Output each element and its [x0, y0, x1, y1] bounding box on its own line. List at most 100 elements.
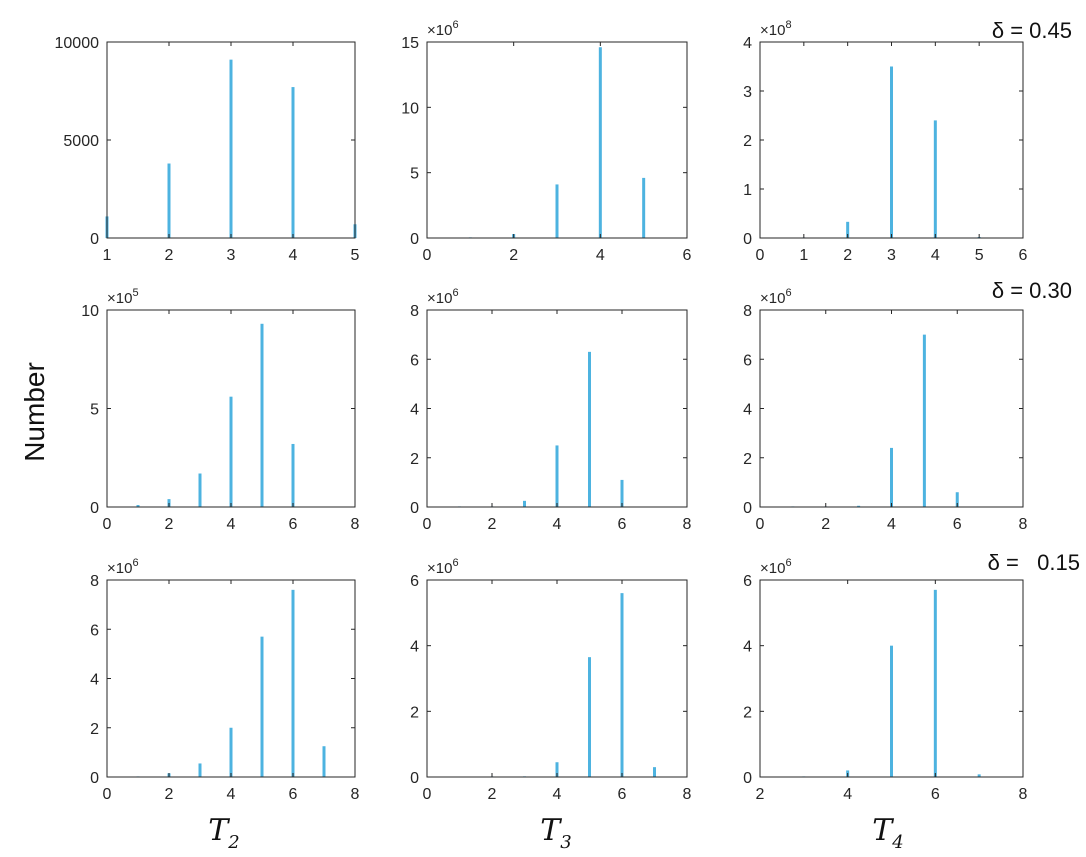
y-tick-label-p23-3: 6 — [743, 352, 752, 369]
x-tick-label-p33-2: 6 — [931, 786, 940, 803]
bar-p23-x4 — [890, 447, 893, 507]
x-axis-label-col3-main: T — [872, 813, 894, 848]
multiplier-base-p22: ×10 — [427, 290, 452, 307]
multiplier-exp-p21: 5 — [132, 287, 138, 299]
multiplier-p23: ×106 — [760, 287, 792, 307]
y-tick-label-p12-3: 15 — [401, 35, 419, 52]
multiplier-p21: ×105 — [107, 287, 139, 307]
bar-p11-x3 — [229, 59, 233, 238]
y-tick-label-p31-1: 2 — [90, 721, 99, 738]
x-tick-label-p23-1: 2 — [821, 516, 830, 533]
y-tick-label-p22-0: 0 — [410, 500, 419, 517]
multiplier-base-p13: ×10 — [760, 22, 785, 39]
multiplier-exp-p32: 6 — [452, 557, 458, 569]
bar-p23-x3 — [857, 505, 861, 507]
x-tick-label-p11-0: 1 — [103, 247, 112, 264]
x-tick-label-p33-3: 8 — [1019, 786, 1028, 803]
bar-p31-x7 — [322, 746, 326, 777]
bar-p12-x4 — [598, 47, 602, 239]
x-tick-label-p12-1: 2 — [509, 247, 518, 264]
multiplier-base-p23: ×10 — [760, 290, 785, 307]
panel-p11: 1 2 3 4 5 0 5000 10000 — [55, 35, 360, 264]
x-tick-label-p12-0: 0 — [423, 247, 432, 264]
x-tick-label-p33-1: 4 — [843, 786, 852, 803]
multiplier-exp-p13: 8 — [785, 19, 791, 31]
bar-p21-x1 — [136, 505, 140, 507]
bar-p22-x4 — [555, 445, 559, 507]
multiplier-p13: ×108 — [760, 19, 792, 39]
axes-frame-p12 — [426, 41, 688, 239]
x-axis-label-col1-sub: 2 — [227, 832, 239, 853]
x-tick-label-p21-1: 2 — [165, 516, 174, 533]
multiplier-exp-p31: 6 — [132, 557, 138, 569]
y-tick-label-p31-0: 0 — [90, 770, 99, 787]
y-tick-label-p21-0: 0 — [90, 500, 99, 517]
y-tick-label-p13-3: 3 — [743, 84, 752, 101]
y-tick-label-p22-3: 6 — [410, 352, 419, 369]
x-tick-label-p22-0: 0 — [423, 516, 432, 533]
x-tick-label-p23-2: 4 — [887, 516, 896, 533]
multiplier-base-p12: ×10 — [427, 22, 452, 39]
x-tick-label-p21-0: 0 — [103, 516, 112, 533]
bar-p31-x6 — [291, 589, 295, 777]
y-tick-label-p32-3: 6 — [410, 573, 419, 590]
bar-p31-x4 — [229, 727, 233, 777]
multiplier-exp-p22: 6 — [452, 287, 458, 299]
y-tick-label-p22-1: 2 — [410, 451, 419, 468]
x-tick-label-p23-3: 6 — [953, 516, 962, 533]
x-tick-label-p23-0: 0 — [756, 516, 765, 533]
y-tick-label-p12-1: 5 — [410, 166, 419, 183]
y-tick-label-p13-0: 0 — [743, 231, 752, 248]
row-label-2: δ = 0.30 — [992, 278, 1072, 303]
y-tick-label-p11-1: 5000 — [63, 133, 99, 150]
y-tick-label-p23-2: 4 — [743, 402, 752, 419]
axes-frame-p33 — [759, 579, 1024, 778]
bar-p32-x5 — [588, 657, 591, 777]
y-tick-label-p33-1: 2 — [743, 704, 752, 721]
y-axis-label: Number — [19, 362, 50, 462]
x-axis-label-col2: T3 — [540, 813, 571, 853]
x-tick-label-p11-4: 5 — [351, 247, 360, 264]
multiplier-base-p32: ×10 — [427, 560, 452, 577]
bar-p21-x5 — [260, 323, 264, 507]
multiplier-base-p21: ×10 — [107, 290, 132, 307]
y-tick-label-p23-1: 2 — [743, 451, 752, 468]
x-axis-label-col3-sub: 4 — [891, 832, 903, 853]
x-tick-label-p22-3: 6 — [618, 516, 627, 533]
x-tick-label-p33-0: 2 — [756, 786, 765, 803]
bar-p13-x3 — [890, 66, 893, 238]
multiplier-p33: ×106 — [760, 557, 792, 577]
y-tick-label-p11-0: 0 — [90, 231, 99, 248]
y-tick-label-p33-0: 0 — [743, 770, 752, 787]
x-tick-label-p32-1: 2 — [488, 786, 497, 803]
x-tick-label-p21-3: 6 — [289, 516, 298, 533]
x-tick-label-p13-4: 4 — [931, 247, 940, 264]
bar-p31-x3 — [198, 763, 202, 777]
x-tick-label-p13-5: 5 — [975, 247, 984, 264]
y-tick-label-p21-1: 5 — [90, 402, 99, 419]
x-tick-label-p23-4: 8 — [1019, 516, 1028, 533]
bar-p12-x5 — [642, 177, 646, 238]
x-tick-label-p31-4: 8 — [351, 786, 360, 803]
bar-p13-x4 — [933, 120, 937, 238]
y-tick-label-p22-2: 4 — [410, 402, 419, 419]
bar-p11-x2 — [167, 163, 171, 238]
y-tick-label-p32-0: 0 — [410, 770, 419, 787]
y-tick-label-p21-2: 10 — [81, 303, 99, 320]
y-tick-label-p23-4: 8 — [743, 303, 752, 320]
bar-p22-x3 — [523, 500, 526, 507]
x-tick-label-p13-1: 1 — [799, 247, 808, 264]
x-tick-label-p13-3: 3 — [887, 247, 896, 264]
multiplier-exp-p12: 6 — [452, 19, 458, 31]
panel-p13: 0 1 2 3 4 5 6 0 1 2 3 4 ×108 — [743, 19, 1027, 264]
x-tick-label-p21-2: 4 — [227, 516, 236, 533]
bar-p13-x2 — [846, 221, 850, 238]
multiplier-exp-p23: 6 — [785, 287, 791, 299]
x-tick-label-p31-2: 4 — [227, 786, 236, 803]
x-tick-label-p32-2: 4 — [553, 786, 562, 803]
x-tick-label-p11-2: 3 — [227, 247, 236, 264]
row-label-3: δ = 0.15 — [988, 550, 1080, 575]
multiplier-p31: ×106 — [107, 557, 139, 577]
bar-p23-x5 — [922, 334, 926, 508]
